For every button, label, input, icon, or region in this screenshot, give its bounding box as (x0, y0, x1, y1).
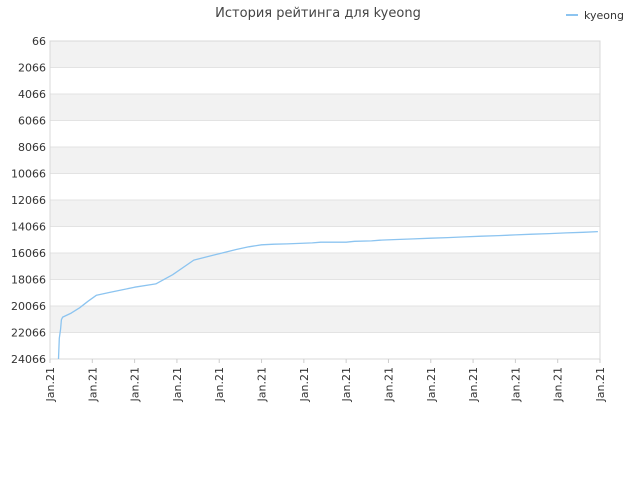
x-tick-label: Jan.21 (86, 367, 99, 402)
y-tick-label: 24066 (11, 353, 46, 366)
y-tick-label: 2066 (18, 62, 46, 75)
x-tick-label: Jan.21 (256, 367, 269, 402)
y-tick-label: 10066 (11, 168, 46, 181)
plot-band (50, 306, 600, 333)
plot-frame (49, 40, 601, 360)
y-axis-tick-labels: 66 2066 4066 6066 8066 10066 12066 14066 16066 18… (11, 35, 46, 366)
plot-band (50, 200, 600, 227)
x-tick-label: Jan.21 (340, 367, 353, 402)
x-tick-label: Jan.21 (425, 367, 438, 402)
y-tick-label: 20066 (11, 300, 46, 313)
y-tick-label: 4066 (18, 88, 46, 101)
series-layer (57, 230, 598, 360)
x-tick-label: Jan.21 (382, 367, 395, 402)
y-tick-label: 66 (32, 35, 46, 48)
y-tick-label: 8066 (18, 141, 46, 154)
x-tick-label: Jan.21 (171, 367, 184, 402)
x-tick-label: Jan.21 (44, 367, 57, 402)
x-tick-label: Jan.21 (467, 367, 480, 402)
plot-bands (50, 41, 600, 333)
x-tick-label: Jan.21 (298, 367, 311, 402)
chart-title: История рейтинга для kyeong (215, 6, 421, 21)
plot-band (50, 41, 600, 68)
y-tick-label: 12066 (11, 194, 46, 207)
plot-band (50, 94, 600, 121)
y-tick-label: 16066 (11, 247, 46, 260)
x-tick-label: Jan.21 (129, 367, 142, 402)
y-tick-label: 14066 (11, 221, 46, 234)
x-tick-label: Jan.21 (594, 367, 607, 402)
legend-label-kyeong: kyeong (584, 9, 624, 22)
legend[interactable]: kyeong (566, 9, 624, 22)
plot-band (50, 253, 600, 280)
x-axis-tick-labels: Jan.21 Jan.21 Jan.21 Jan.21 Jan.21 Jan.21 Jan.… (44, 359, 607, 402)
y-tick-label: 18066 (11, 274, 46, 287)
plot-band (50, 147, 600, 174)
x-tick-label: Jan.21 (552, 367, 565, 402)
x-tick-label: Jan.21 (509, 367, 522, 402)
series-line-kyeong (57, 230, 598, 360)
y-tick-label: 22066 (11, 327, 46, 340)
x-tick-label: Jan.21 (213, 367, 226, 402)
y-tick-label: 6066 (18, 115, 46, 128)
